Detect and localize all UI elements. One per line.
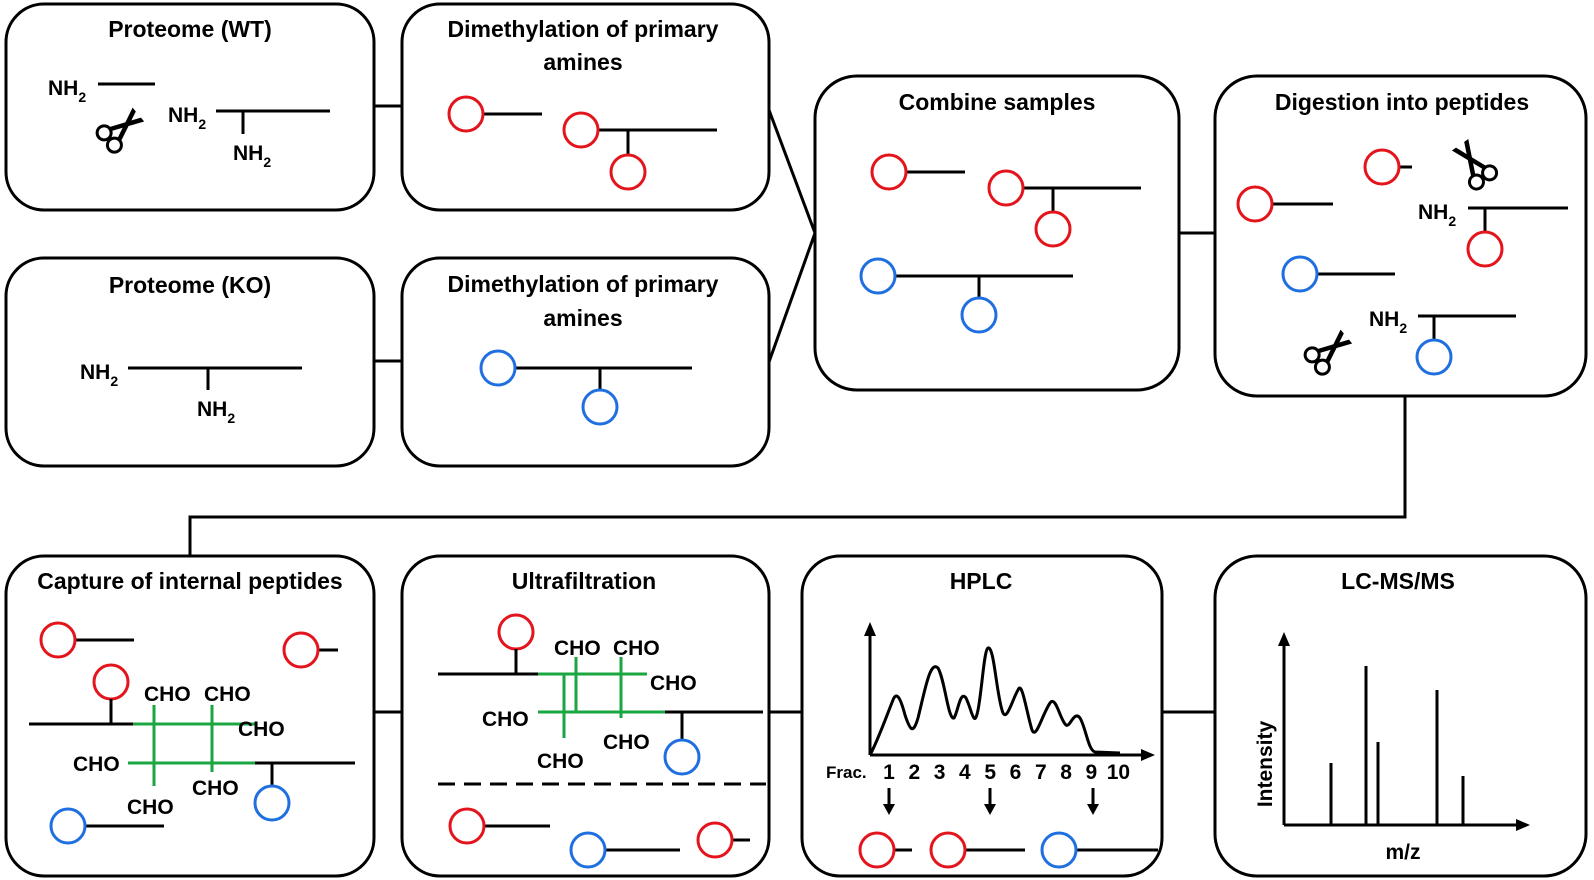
proteome-ko-title: Proteome (KO) — [109, 272, 271, 298]
aldehyde-label: CHO — [73, 753, 120, 776]
red-tag — [858, 831, 896, 869]
red-tag — [609, 153, 647, 191]
proteome-wt-panel: Proteome (WT) NH2 NH2 NH2 — [4, 2, 376, 212]
digestion-title: Digestion into peptides — [1275, 89, 1529, 115]
blue-tag — [960, 296, 998, 334]
aldehyde-label: CHO — [482, 708, 529, 731]
red-tag — [1034, 210, 1072, 248]
blue-tag — [49, 807, 87, 845]
hplc-title: HPLC — [950, 568, 1013, 594]
amine-label: NH2 — [48, 77, 86, 105]
aldehyde-label: CHO — [554, 637, 601, 660]
aldehyde-label: CHO — [144, 683, 191, 706]
blue-tag — [569, 831, 607, 869]
combine-samples-panel: Combine samples — [813, 74, 1181, 392]
red-tag — [282, 631, 320, 669]
capture-panel: Capture of internal peptides CHO CHO CHO… — [4, 554, 376, 878]
scissors-icon — [1303, 329, 1353, 376]
proteome-ko-panel: Proteome (KO) NH2 NH2 — [4, 256, 376, 468]
hplc-panel: HPLC Frac. 1 2 3 4 5 6 7 8 9 10 — [800, 554, 1164, 878]
connectors — [188, 104, 1407, 714]
aldehyde-label: CHO — [537, 750, 584, 773]
dimethylation-wt-title-2: amines — [543, 49, 622, 75]
red-tag — [562, 111, 600, 149]
fraction-number: 6 — [1010, 761, 1022, 784]
lcms-panel: LC-MS/MS Intensity m/z — [1213, 554, 1588, 878]
fraction-label: Frac. — [826, 763, 867, 782]
blue-tag — [253, 784, 291, 822]
ultrafiltration-panel: Ultrafiltration CHO CHO CHO CHO CHO CHO — [400, 554, 771, 878]
red-tag — [1236, 185, 1274, 223]
red-tag — [92, 663, 130, 701]
chromatogram-trace — [868, 646, 1121, 756]
blue-tag — [663, 738, 701, 776]
fraction-number: 1 — [883, 761, 895, 784]
fraction-arrow — [883, 788, 1099, 815]
fraction-numbers: 1 2 3 4 5 6 7 8 9 10 — [883, 761, 1130, 784]
capture-title: Capture of internal peptides — [37, 568, 342, 594]
red-tag — [1363, 148, 1401, 186]
amine-label: NH2 — [233, 142, 271, 170]
fraction-number: 4 — [959, 761, 971, 784]
dimethylation-wt-panel: Dimethylation of primary amines — [400, 2, 771, 212]
red-tag — [1466, 230, 1504, 268]
fraction-number: 9 — [1086, 761, 1098, 784]
scissors-icon — [1451, 138, 1499, 191]
blue-tag — [1281, 255, 1319, 293]
scissors-icon — [95, 107, 145, 154]
red-tag — [696, 821, 734, 859]
fraction-number: 7 — [1035, 761, 1047, 784]
red-tag — [870, 153, 908, 191]
blue-tag — [581, 388, 619, 426]
fraction-number: 8 — [1060, 761, 1072, 784]
aldehyde-label: CHO — [650, 672, 697, 695]
aldehyde-label: CHO — [127, 796, 174, 819]
fraction-number: 5 — [984, 761, 996, 784]
fraction-number: 3 — [934, 761, 946, 784]
dimethylation-ko-panel: Dimethylation of primary amines — [400, 256, 771, 468]
aldehyde-label: CHO — [192, 777, 239, 800]
amine-label: NH2 — [1418, 201, 1456, 229]
red-tag — [448, 807, 486, 845]
fraction-number: 2 — [908, 761, 920, 784]
aldehyde-label: CHO — [613, 637, 660, 660]
blue-tag — [859, 257, 897, 295]
amine-label: NH2 — [168, 104, 206, 132]
amine-label: NH2 — [1369, 308, 1407, 336]
dimethylation-wt-title: Dimethylation of primary — [448, 16, 719, 42]
red-tag — [987, 169, 1025, 207]
x-axis-label: m/z — [1385, 841, 1420, 864]
red-tag — [929, 831, 967, 869]
red-tag — [39, 621, 77, 659]
blue-tag — [479, 349, 517, 387]
dimethylation-ko-title-2: amines — [543, 305, 622, 331]
digestion-panel: Digestion into peptides NH2 NH2 — [1213, 74, 1588, 398]
aldehyde-label: CHO — [204, 683, 251, 706]
ms-peaks — [1329, 666, 1465, 825]
amine-label: NH2 — [197, 398, 235, 426]
y-axis-label: Intensity — [1254, 721, 1277, 808]
red-tag — [447, 95, 485, 133]
proteome-wt-title: Proteome (WT) — [108, 16, 272, 42]
red-tag — [497, 613, 535, 651]
dimethylation-ko-title: Dimethylation of primary — [448, 271, 719, 297]
ultrafiltration-title: Ultrafiltration — [512, 568, 656, 594]
amine-label: NH2 — [80, 361, 118, 389]
blue-tag — [1415, 338, 1453, 376]
aldehyde-label: CHO — [238, 718, 285, 741]
fraction-number: 10 — [1107, 761, 1130, 784]
blue-tag — [1040, 831, 1078, 869]
combine-samples-title: Combine samples — [899, 89, 1096, 115]
lcms-title: LC-MS/MS — [1341, 568, 1455, 594]
aldehyde-label: CHO — [603, 731, 650, 754]
